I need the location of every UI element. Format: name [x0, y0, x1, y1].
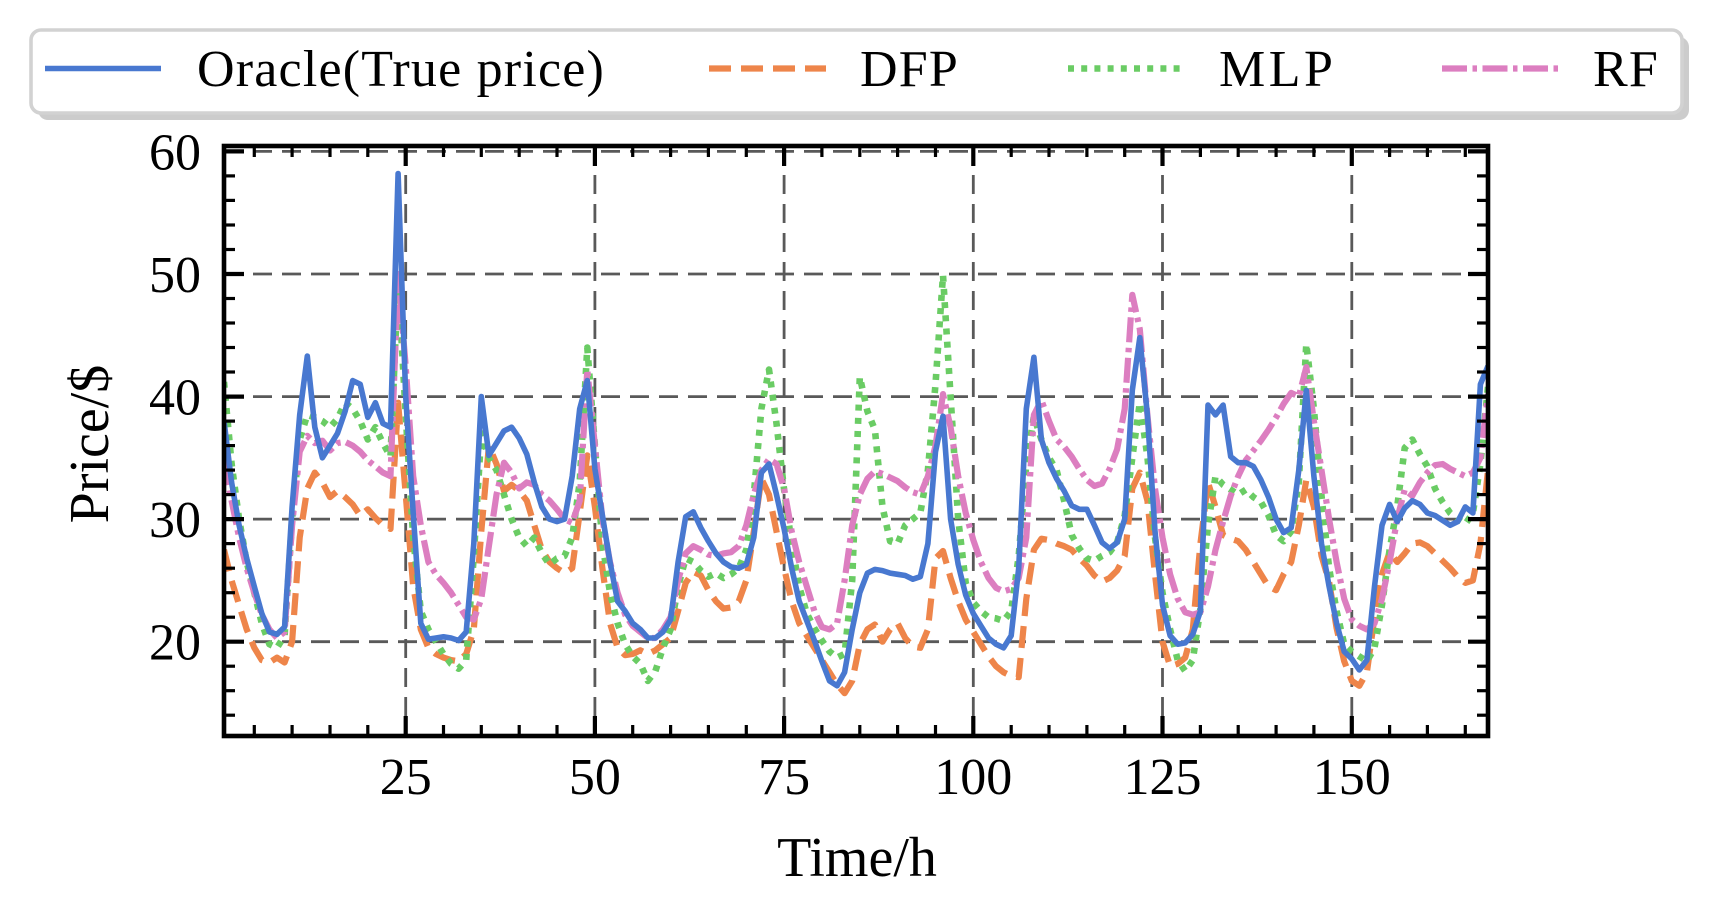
- svg-text:60: 60: [149, 124, 201, 181]
- svg-text:DFP: DFP: [860, 41, 959, 98]
- svg-text:150: 150: [1313, 749, 1391, 806]
- svg-text:Oracle(True price): Oracle(True price): [197, 41, 605, 98]
- svg-text:RF: RF: [1593, 41, 1659, 98]
- svg-text:20: 20: [149, 615, 201, 672]
- svg-text:100: 100: [934, 749, 1012, 806]
- svg-text:MLP: MLP: [1219, 41, 1336, 98]
- svg-text:40: 40: [149, 370, 201, 427]
- svg-text:75: 75: [758, 749, 810, 806]
- svg-text:Time/h: Time/h: [777, 827, 937, 889]
- svg-text:50: 50: [149, 247, 201, 304]
- svg-text:25: 25: [380, 749, 432, 806]
- svg-text:30: 30: [149, 492, 201, 549]
- svg-text:50: 50: [569, 749, 621, 806]
- svg-text:125: 125: [1124, 749, 1202, 806]
- svg-text:Price/$: Price/$: [59, 365, 121, 524]
